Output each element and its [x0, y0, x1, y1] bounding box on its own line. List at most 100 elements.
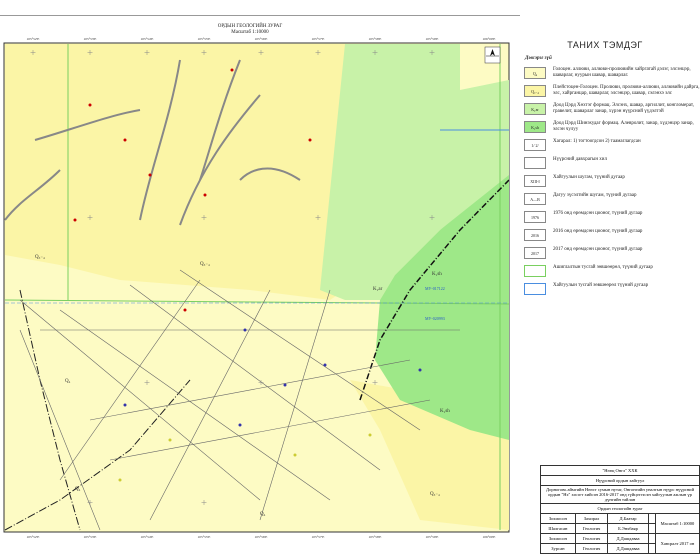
longitude-tick: 105°57'E	[312, 37, 325, 41]
legend-text: Доод Цэрд Шинэхудаг формац. Алевролит, з…	[553, 121, 694, 132]
legend-swatch: 1976	[524, 211, 546, 223]
longitude-tick: 105°52'E	[27, 535, 40, 539]
tb-cell: Зохиосон	[540, 513, 576, 524]
legend-item: 1/ 2/Хагарал: 1) тогтоогдсон 2) таамагла…	[520, 139, 700, 152]
longitude-tick: 105°55'E	[198, 535, 211, 539]
legend-item: 1976 1976 онд өрөмдсөн цооног, түүний дуг…	[520, 211, 700, 224]
tb-report: Нүүрсний ордын хайгуул	[540, 475, 700, 486]
legend-text: Доод Цэрд Хөхтэг формац. Элсэнх, шавар, …	[553, 103, 694, 114]
tb-cell: Зохиосон	[540, 533, 576, 544]
legend-swatch: K₁ar	[524, 103, 546, 115]
tb-company: "Нөөц Онгл" ХХК	[540, 465, 700, 476]
unit-k1ar	[320, 44, 509, 300]
longitude-tick: 105°54'E	[141, 535, 154, 539]
unit-labels: Q₃₋₄ Q₄ Q₃₋₄ K₁ar K₁sh K₁sh Q₄ Q₃₋₄ Q₄	[35, 255, 450, 517]
longitude-tick: 105°58'E	[369, 535, 382, 539]
unit-label: K₁sh	[432, 272, 442, 277]
tb-cell: Зурсан	[540, 543, 576, 554]
unit-label: Q₃₋₄	[200, 262, 210, 267]
legend-subtitle: Дэвсэрэг зүй	[525, 56, 552, 61]
legend-item: K₁sh Доод Цэрд Шинэхудаг формац. Алевроли…	[520, 121, 700, 134]
title-block: "Нөөц Онгл" ХХК Нүүрсний ордын хайгуул Д…	[540, 465, 700, 554]
legend-item: Нүүрсний давхрагын хил	[520, 157, 700, 170]
geological-map[interactable]: 105°52'E 105°52'E 105°53'E 105°53'E 105°54'E…	[0, 0, 515, 560]
permit-label: МУ-017122	[425, 286, 445, 291]
legend-text: Плейстоцен-Голоцен. Пролюви, пролюви-алл…	[553, 85, 700, 96]
legend-swatch: A—B	[524, 193, 546, 205]
legend-text: Хайгуулын тусгай зөвшөөрөл түүний дугаар	[553, 283, 649, 288]
tb-cell: Д.Дашдаваа	[607, 543, 649, 554]
legend-swatch: Q₃₋₄	[524, 85, 546, 97]
exploration-lines	[19, 269, 460, 531]
longitude-tick: 105°52'E	[27, 37, 40, 41]
fault-line	[359, 179, 510, 401]
longitude-tick: 106°00'E	[483, 535, 496, 539]
longitude-tick: 105°58'E	[369, 37, 382, 41]
legend-item: XIII-I Хайгуулын шугам, түүний дугаар	[520, 175, 700, 188]
unit-label: K₁ar	[373, 287, 383, 292]
grid-crosses	[30, 50, 435, 505]
tb-cell	[647, 533, 656, 544]
tb-sheet: Ордын геологийн зураг	[540, 503, 700, 514]
legend-swatch: XIII-I	[524, 175, 546, 187]
unit-label: Q₄	[75, 487, 81, 492]
longitude-tick: 105°56'E	[255, 535, 268, 539]
tb-cell: Захирал	[574, 513, 609, 524]
unit-label: Q₄	[65, 379, 71, 384]
tb-date: Хавсралт 2017 он	[654, 533, 700, 554]
legend-item: A—B Дагуу зүсэлтийн шугам, түүний дугаар	[520, 193, 700, 206]
unit-label: Q₃₋₄	[430, 492, 440, 497]
longitude-tick: 106°00'E	[483, 37, 496, 41]
legend-text: 1976 онд өрөмдсөн цооног, түүний дугаар	[553, 211, 643, 216]
tb-cell	[647, 523, 656, 534]
permit-labels: МУ-017122 МУ-020993	[425, 286, 445, 321]
legend-swatch: K₁sh	[524, 121, 546, 133]
tb-cell	[647, 513, 656, 524]
longitude-tick: 105°53'E	[84, 37, 97, 41]
legend-text: 2017 онд өрөмдсөн цооног, түүний дугаар	[553, 247, 643, 252]
license-boundary	[4, 299, 510, 305]
tb-scale: Масштаб 1:10000	[654, 513, 700, 534]
legend-swatch	[524, 157, 546, 169]
legend-swatch: Q₄	[524, 67, 546, 79]
tb-cell	[647, 543, 656, 554]
boreholes	[73, 68, 422, 482]
legend-text: Нүүрсний давхрагын хил	[553, 157, 607, 162]
legend-item: K₁ar Доод Цэрд Хөхтэг формац. Элсэнх, шав…	[520, 103, 700, 116]
longitude-tick-labels: 105°52'E 105°52'E 105°53'E 105°53'E 105°54'E…	[27, 37, 496, 539]
legend-title: ТАНИХ ТЭМДЭГ	[567, 40, 643, 50]
tb-cell: Геологич	[574, 523, 609, 534]
legend-item: 2017 2017 онд өрөмдсөн цооног, түүний дуг…	[520, 247, 700, 260]
map-scale: Масштаб 1:10000	[231, 30, 269, 35]
tb-cell: Геологич	[574, 533, 609, 544]
legend-text: Голоцен. аллюви, аллюви-пролювийн хайрга…	[553, 67, 691, 78]
fault-line	[19, 289, 81, 531]
longitude-tick: 105°57'E	[312, 535, 325, 539]
legend-swatch	[524, 265, 546, 277]
legend-text: Хагарал: 1) тогтоогдсон 2) таамаглагдсан	[553, 139, 641, 144]
north-arrow-icon	[484, 46, 501, 64]
legend-text: Ашиглалтын тусгай зөвшөөрөл, түүний дуга…	[553, 265, 653, 270]
legend-item: Ашиглалтын тусгай зөвшөөрөл, түүний дуга…	[520, 265, 700, 278]
longitude-tick: 105°53'E	[84, 535, 97, 539]
longitude-tick: 105°59'E	[426, 535, 439, 539]
legend: ТАНИХ ТЭМДЭГ Дэвсэрэг зүй Q₄ Голоцен. алл…	[520, 40, 700, 301]
legend-text: 2016 онд өрөмдсөн цооног, түүний дугаар	[553, 229, 643, 234]
tb-cell: Геологич	[574, 543, 609, 554]
legend-item: 2016 2016 онд өрөмдсөн цооног, түүний дуг…	[520, 229, 700, 242]
unit-label: K₁sh	[440, 409, 450, 414]
unit-label: Q₃₋₄	[35, 255, 45, 260]
legend-swatch: 2016	[524, 229, 546, 241]
legend-item: Q₃₋₄ Плейстоцен-Голоцен. Пролюви, пролюви…	[520, 85, 700, 98]
legend-swatch: 1/ 2/	[524, 139, 546, 151]
tb-cell: Шалгасан	[540, 523, 576, 534]
legend-swatch: 2017	[524, 247, 546, 259]
tb-cell: Д.Дашдаваа	[607, 533, 649, 544]
legend-text: Дагуу зүсэлтийн шугам, түүний дугаар	[553, 193, 637, 198]
longitude-tick: 105°59'E	[426, 37, 439, 41]
permit-label: МУ-020993	[425, 316, 445, 321]
map-title: ОРДЫН ГЕОЛОГИЙН ЗУРАГ	[217, 24, 283, 29]
longitude-tick: 105°55'E	[198, 37, 211, 41]
fault-line	[4, 379, 191, 531]
tb-description: Дорноговь аймгийн Нөөст сумын нутаг, Онг…	[540, 485, 700, 504]
